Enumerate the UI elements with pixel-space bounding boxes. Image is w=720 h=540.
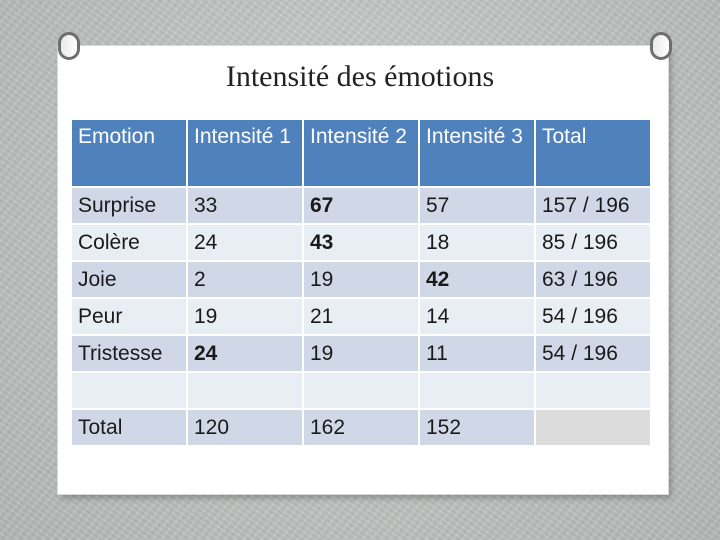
empty-cell	[302, 371, 420, 410]
binder-ring-icon	[58, 32, 80, 60]
table-row-totals: Total 120 162 152	[70, 408, 652, 447]
table-header-row: Emotion Intensité 1 Intensité 2 Intensit…	[70, 118, 652, 188]
cell-intensity-2: 21	[302, 297, 420, 336]
cell-intensity-3: 42	[418, 260, 536, 299]
row-label: Joie	[70, 260, 188, 299]
empty-cell	[70, 371, 188, 410]
row-label: Colère	[70, 223, 188, 262]
header-intensity-1: Intensité 1	[186, 118, 304, 188]
cell-intensity-1: 2	[186, 260, 304, 299]
cell-intensity-1: 24	[186, 334, 304, 373]
cell-total-intensity-3: 152	[418, 408, 536, 447]
binder-ring-icon	[650, 32, 672, 60]
slide-title: Intensité des émotions	[225, 60, 495, 93]
cell-grand-total	[534, 408, 652, 447]
cell-intensity-1: 24	[186, 223, 304, 262]
cell-intensity-3: 18	[418, 223, 536, 262]
cell-intensity-3: 14	[418, 297, 536, 336]
cell-total: 54 / 196	[534, 297, 652, 336]
emotion-intensity-table: Emotion Intensité 1 Intensité 2 Intensit…	[70, 118, 652, 447]
cell-intensity-3: 57	[418, 186, 536, 225]
cell-intensity-3: 11	[418, 334, 536, 373]
table-row: Tristesse 24 19 11 54 / 196	[70, 334, 652, 373]
table-row: Surprise 33 67 57 157 / 196	[70, 186, 652, 225]
header-intensity-3: Intensité 3	[418, 118, 536, 188]
table-row: Colère 24 43 18 85 / 196	[70, 223, 652, 262]
row-label: Surprise	[70, 186, 188, 225]
table-row: Peur 19 21 14 54 / 196	[70, 297, 652, 336]
row-label: Peur	[70, 297, 188, 336]
cell-total: 85 / 196	[534, 223, 652, 262]
empty-cell	[534, 371, 652, 410]
cell-intensity-2: 43	[302, 223, 420, 262]
cell-total: 54 / 196	[534, 334, 652, 373]
cell-intensity-2: 19	[302, 334, 420, 373]
row-label: Total	[70, 408, 188, 447]
cell-intensity-1: 33	[186, 186, 304, 225]
header-emotion: Emotion	[70, 118, 188, 188]
cell-total-intensity-1: 120	[186, 408, 304, 447]
table-row-empty	[70, 371, 652, 410]
cell-intensity-2: 67	[302, 186, 420, 225]
cell-total: 63 / 196	[534, 260, 652, 299]
cell-total-intensity-2: 162	[302, 408, 420, 447]
empty-cell	[418, 371, 536, 410]
cell-total: 157 / 196	[534, 186, 652, 225]
table-row: Joie 2 19 42 63 / 196	[70, 260, 652, 299]
header-intensity-2: Intensité 2	[302, 118, 420, 188]
cell-intensity-1: 19	[186, 297, 304, 336]
header-total: Total	[534, 118, 652, 188]
empty-cell	[186, 371, 304, 410]
row-label: Tristesse	[70, 334, 188, 373]
cell-intensity-2: 19	[302, 260, 420, 299]
